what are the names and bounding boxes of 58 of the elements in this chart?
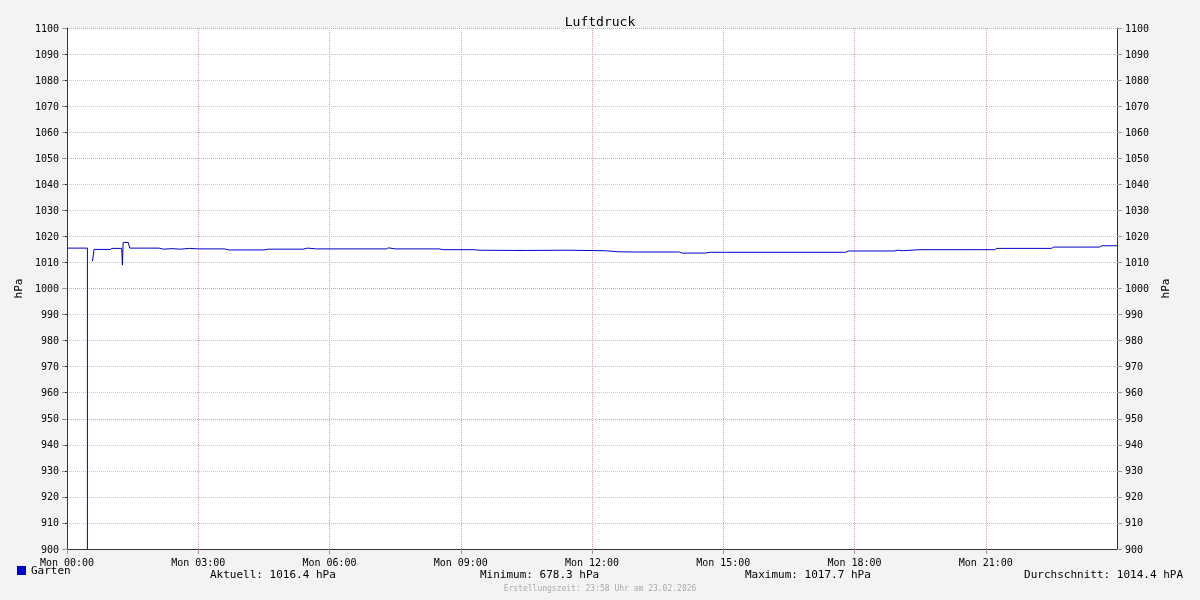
y-tick-label: 900: [40, 543, 59, 555]
y2-tick-label: 950: [1125, 413, 1144, 425]
y2-tick-label: 970: [1125, 361, 1144, 373]
y2-tick-label: 1080: [1125, 74, 1150, 86]
y-tick-label: 1090: [34, 48, 59, 60]
y-tick-label: 1050: [34, 152, 59, 164]
y2-tick-label: 990: [1125, 309, 1144, 321]
x-tick-label: Mon 09:00: [433, 556, 488, 568]
text: Minimum: 678.3 hPa: [480, 568, 600, 581]
y-tick-label: 960: [40, 387, 59, 399]
y2-tick-label: 1020: [1125, 230, 1150, 242]
y2-tick-label: 980: [1125, 335, 1144, 347]
text: Maximum: 1017.7 hPa: [745, 568, 871, 581]
x-tick-label: Mon 12:00: [564, 556, 620, 568]
y2-tick-label: 1010: [1125, 256, 1150, 268]
y2-tick-label: 1070: [1125, 100, 1150, 112]
y-tick-label: 950: [40, 413, 59, 425]
y2-tick-label: 920: [1125, 491, 1144, 503]
y2-tick-label: 1040: [1125, 178, 1150, 190]
chart-title: Luftdruck: [564, 14, 636, 29]
y-tick-label: 1070: [34, 100, 59, 112]
y2-tick-label: 1060: [1125, 126, 1150, 138]
x-tick-label: Mon 21:00: [958, 556, 1013, 568]
y-tick-label: 1000: [34, 283, 59, 294]
y-tick-label: 920: [40, 491, 59, 503]
y2-tick-label: 940: [1125, 439, 1144, 451]
y-tick-label: 910: [40, 517, 59, 529]
y-tick-label: 1060: [34, 126, 59, 138]
y-tick-label: 940: [40, 439, 59, 451]
y2-tick-label: 1000: [1125, 283, 1150, 294]
y2-tick-label: 1100: [1125, 22, 1150, 34]
y-tick-label: 930: [40, 465, 59, 477]
y-tick-label: 1100: [34, 22, 59, 34]
y-tick-label: 1080: [34, 74, 59, 86]
y-tick-label: 1030: [34, 204, 59, 216]
y2-tick-label: 930: [1125, 465, 1144, 477]
y2-tick-label: 910: [1125, 517, 1144, 529]
y-tick-label: 970: [40, 361, 59, 373]
x-tick-label: Mon 06:00: [302, 556, 357, 568]
y2-tick-label: 1050: [1125, 152, 1150, 164]
y2-tick-label: 960: [1125, 387, 1144, 399]
text: Durchschnitt: 1014.4 hPA: [1024, 568, 1184, 581]
y2-tick-label: 900: [1125, 543, 1144, 555]
x-tick-label: Mon 18:00: [827, 556, 882, 568]
y-tick-label: 980: [40, 335, 59, 347]
y-tick-label: 1040: [34, 178, 59, 190]
y2-tick-label: 1030: [1125, 204, 1150, 216]
y-tick-label: 1020: [34, 230, 59, 242]
text: Erstellungszeit: 23:58 Uhr am 23.02.2026: [503, 583, 697, 593]
x-tick-label: Mon 15:00: [696, 556, 751, 568]
y2-axis-title: hPa: [1158, 278, 1172, 299]
y-tick-label: 990: [40, 309, 59, 321]
y2-tick-label: 1090: [1125, 48, 1150, 60]
y-axis-title: hPa: [12, 278, 26, 299]
text: Aktuell: 1016.4 hPa: [210, 568, 336, 581]
y-tick-label: 1010: [34, 256, 59, 268]
x-tick-label: Mon 03:00: [171, 556, 226, 568]
x-tick-label: Mon 00:00: [39, 556, 95, 568]
